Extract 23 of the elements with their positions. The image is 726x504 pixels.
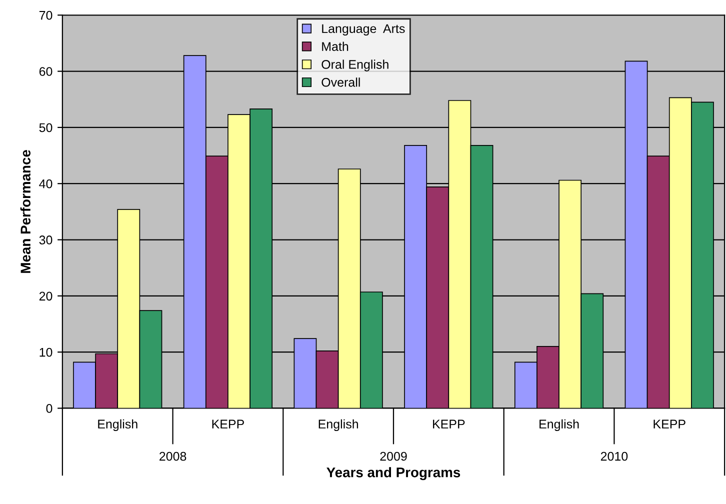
y-tick-label: 40 (39, 179, 52, 188)
x-tick-label: KEPP (654, 420, 686, 428)
text: 2009 (380, 452, 407, 461)
y-tick-label: 60 (39, 67, 52, 76)
legend-label: Oral English (322, 60, 388, 72)
y-tick-label: 70 (39, 10, 52, 20)
x-axis-title: Years and Programs (326, 467, 460, 480)
x-tick-label: KEPP (433, 420, 465, 428)
y-tick-label: 0 (46, 404, 52, 413)
x-tick-label: English (318, 419, 358, 432)
text: 2010 (600, 452, 628, 461)
legend-label: Overall (322, 78, 360, 87)
text: 2008 (160, 452, 186, 461)
x-tick-label: English (540, 419, 579, 432)
x-tick-label: English (98, 419, 138, 432)
y-axis-title: Mean Performance (20, 150, 31, 273)
y-tick-label: 20 (39, 292, 52, 301)
y-tick-label: 50 (39, 123, 52, 132)
y-tick-label: 30 (39, 236, 52, 244)
y-tick-label: 10 (40, 348, 52, 357)
x-tick-label: KEPP (212, 420, 244, 428)
legend-label: Language Arts (322, 24, 405, 36)
legend-label: Math (322, 42, 348, 51)
